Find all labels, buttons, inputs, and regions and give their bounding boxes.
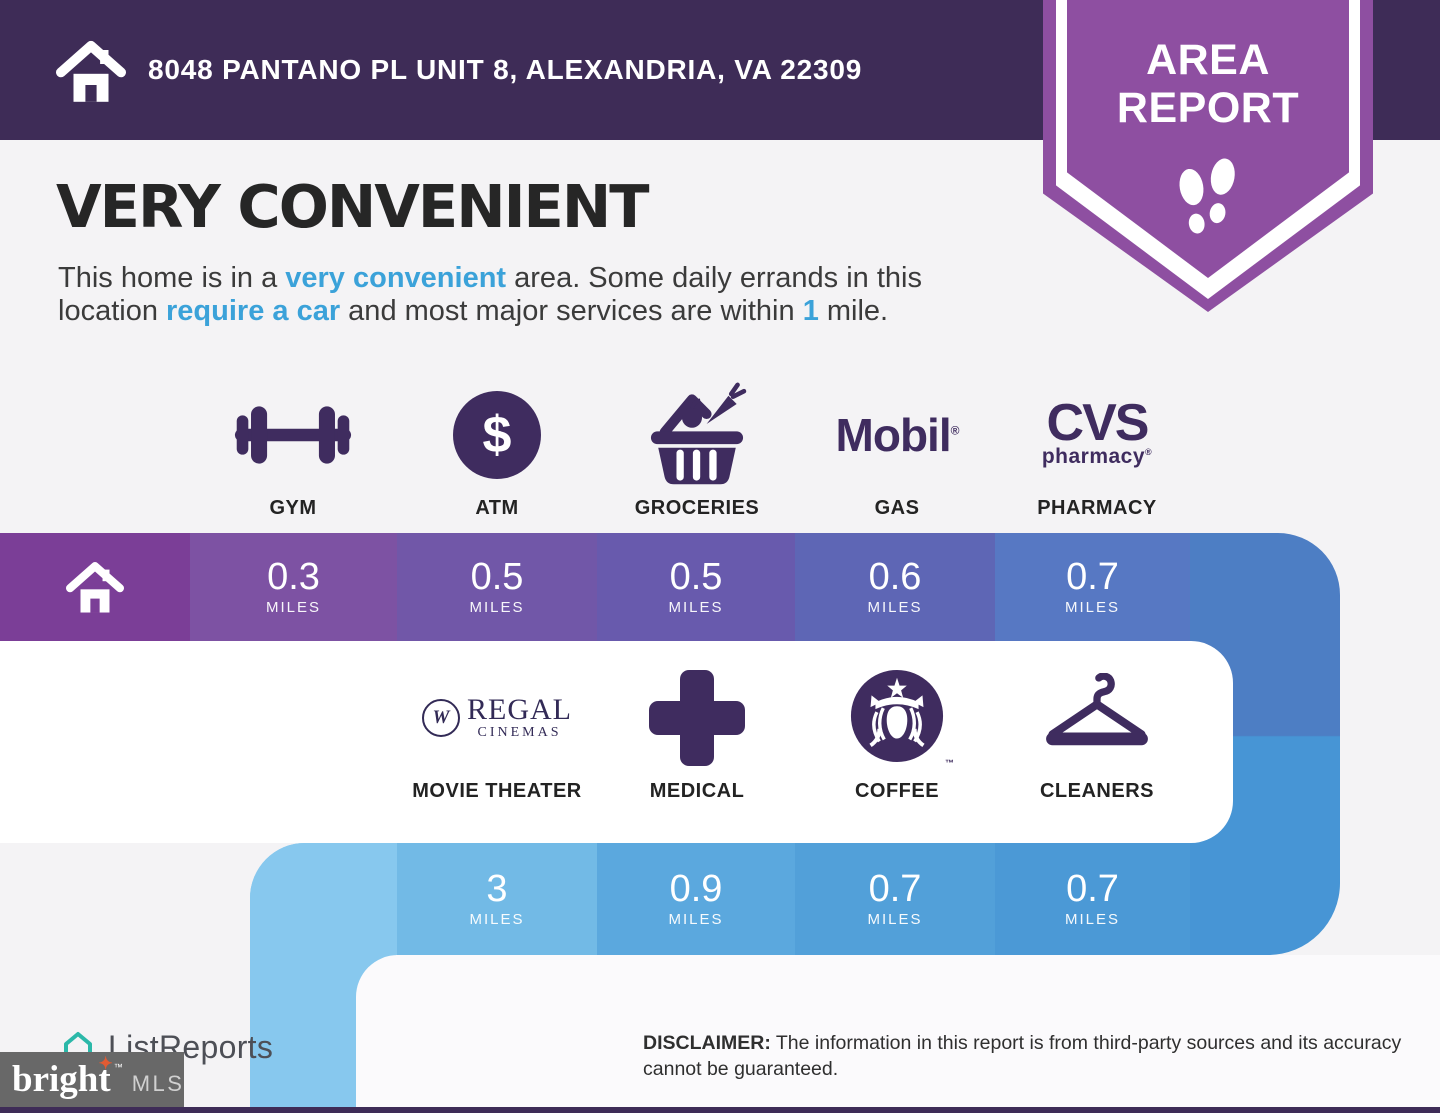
- distance-segment: 0.3 MILES: [190, 533, 397, 641]
- footprints-icon: [1179, 158, 1235, 234]
- amenity-label: MOVIE THEATER: [412, 780, 582, 802]
- home-icon: [56, 40, 126, 102]
- amenity-medical: MEDICAL: [597, 666, 797, 803]
- highlight-very-convenient: very convenient: [285, 262, 507, 294]
- amenity-pharmacy: CVS pharmacy® PHARMACY: [997, 383, 1197, 520]
- mobil-logo: Mobil®: [835, 409, 960, 461]
- amenity-label: GAS: [874, 497, 920, 519]
- home-segment: [0, 533, 190, 641]
- area-report-badge: AREA REPORT: [1043, 0, 1373, 312]
- amenity-cleaners: CLEANERS: [997, 666, 1197, 803]
- dollar-circle-icon: $: [453, 391, 541, 479]
- star-icon: ✦: [98, 1054, 113, 1073]
- badge-title: AREA REPORT: [1116, 36, 1300, 133]
- property-address: 8048 PANTANO PL UNIT 8, ALEXANDRIA, VA 2…: [148, 54, 863, 85]
- connector-segment: [250, 843, 397, 955]
- disclaimer-text: DISCLAIMER: The information in this repo…: [643, 1032, 1402, 1081]
- amenity-atm: $ ATM: [397, 383, 597, 520]
- regal-cinemas-logo: W REGAL CINEMAS: [422, 695, 572, 740]
- page-title: VERY CONVENIENT: [56, 172, 649, 241]
- row2-card: [0, 641, 1233, 843]
- description-text: This home is in a very convenient area. …: [58, 262, 922, 328]
- distance-segment: 0.7 MILES: [995, 843, 1190, 955]
- highlight-one-mile: 1: [802, 295, 819, 328]
- amenity-label: GYM: [269, 497, 317, 519]
- amenity-gym: GYM: [193, 383, 393, 520]
- distance-segment: 0.5 MILES: [397, 533, 597, 641]
- amenity-label: GROCERIES: [634, 497, 760, 519]
- trademark-mark: ™: [945, 757, 954, 768]
- amenity-label: ATM: [475, 497, 519, 519]
- distance-segment: 0.5 MILES: [597, 533, 795, 641]
- amenity-label: COFFEE: [854, 780, 940, 802]
- distance-segment: 0.7 MILES: [795, 843, 995, 955]
- amenity-coffee: ™ COFFEE: [797, 666, 997, 803]
- amenity-label: CLEANERS: [1039, 780, 1154, 802]
- amenity-label: PHARMACY: [1037, 497, 1157, 519]
- distance-segment: 3 MILES: [397, 843, 597, 955]
- amenity-movie-theater: W REGAL CINEMAS MOVIE THEATER: [387, 666, 607, 803]
- distance-segment: 0.7 MILES: [995, 533, 1190, 641]
- grocery-basket-icon: [650, 382, 747, 485]
- bottom-card: [356, 955, 1440, 1113]
- hanger-icon: [1046, 673, 1148, 746]
- dumbbell-icon: [234, 406, 352, 464]
- distance-bar-1: 0.3 MILES 0.5 MILES 0.5 MILES 0.6 MILES 0.7 M…: [0, 533, 1190, 641]
- bottom-accent-strip: [0, 1107, 1440, 1113]
- cvs-pharmacy-logo: CVS pharmacy®: [1041, 393, 1153, 469]
- medical-cross-icon: [649, 670, 745, 766]
- home-icon: [66, 562, 124, 613]
- distance-segment: 0.9 MILES: [597, 843, 795, 955]
- bright-mls-logo: bright ✦ ™ MLS: [0, 1052, 184, 1107]
- highlight-require-car: require a car: [166, 295, 341, 328]
- amenity-label: MEDICAL: [649, 780, 745, 802]
- starbucks-siren-icon: [850, 669, 944, 762]
- distance-bar-2: 3 MILES 0.9 MILES 0.7 MILES 0.7 MILES: [250, 843, 1190, 955]
- distance-segment: 0.6 MILES: [795, 533, 995, 641]
- amenity-groceries: GROCERIES: [597, 382, 797, 520]
- amenity-gas: Mobil® GAS: [797, 383, 997, 520]
- trademark-mark: ™: [113, 1062, 123, 1072]
